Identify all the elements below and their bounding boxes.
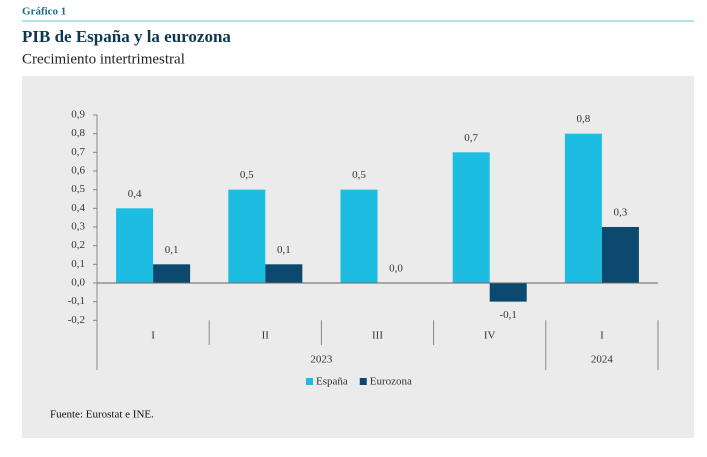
- y-tick-label: 0,3: [71, 221, 85, 233]
- bar: [340, 189, 378, 283]
- y-tick-label: 0,5: [71, 183, 85, 195]
- value-label: 0,7: [464, 132, 478, 144]
- bar: [153, 264, 191, 283]
- value-label: 0,0: [389, 263, 403, 275]
- value-label: -0,1: [500, 309, 517, 321]
- bar: [116, 208, 154, 283]
- chart-subtitle: Crecimiento intertrimestral: [22, 51, 185, 67]
- y-tick-label: 0,2: [71, 239, 85, 251]
- y-tick-label: 0,0: [71, 277, 85, 289]
- legend-swatch: [306, 378, 313, 385]
- y-tick-label: -0,1: [68, 295, 85, 307]
- y-tick-label: 0,8: [71, 127, 85, 139]
- bar: [452, 152, 490, 283]
- bar: [489, 282, 527, 302]
- bar: [228, 189, 266, 283]
- x-tick-label: I: [151, 330, 155, 342]
- group-label: 2023: [310, 354, 333, 366]
- bar: [265, 264, 303, 283]
- value-label: 0,4: [128, 188, 142, 200]
- chart-label: Gráfico 1: [22, 6, 66, 18]
- legend-swatch: [359, 378, 367, 385]
- bar: [564, 133, 602, 283]
- x-tick-label: IV: [484, 330, 496, 342]
- y-tick-label: -0,2: [68, 314, 85, 326]
- x-tick-label: I: [600, 330, 604, 342]
- legend-label: España: [316, 376, 348, 388]
- x-tick-label: III: [372, 330, 383, 342]
- value-label: 0,5: [352, 169, 366, 181]
- group-label: 2024: [591, 354, 614, 366]
- y-tick-label: 0,6: [71, 165, 85, 177]
- value-label: 0,8: [577, 113, 591, 125]
- x-tick-label: II: [262, 330, 270, 342]
- y-tick-label: 0,9: [71, 109, 85, 121]
- value-label: 0,1: [165, 244, 179, 256]
- value-label: 0,5: [240, 169, 254, 181]
- bar: [601, 226, 639, 283]
- source: Fuente: Eurostat e INE.: [50, 409, 154, 421]
- value-label: 0,1: [277, 244, 291, 256]
- y-tick-label: 0,4: [71, 202, 85, 214]
- y-tick-label: 0,1: [71, 258, 85, 270]
- y-tick-label: 0,7: [71, 146, 85, 158]
- value-label: 0,3: [614, 207, 628, 219]
- chart-title: PIB de España y la eurozona: [22, 27, 231, 46]
- legend-label: Eurozona: [370, 376, 412, 388]
